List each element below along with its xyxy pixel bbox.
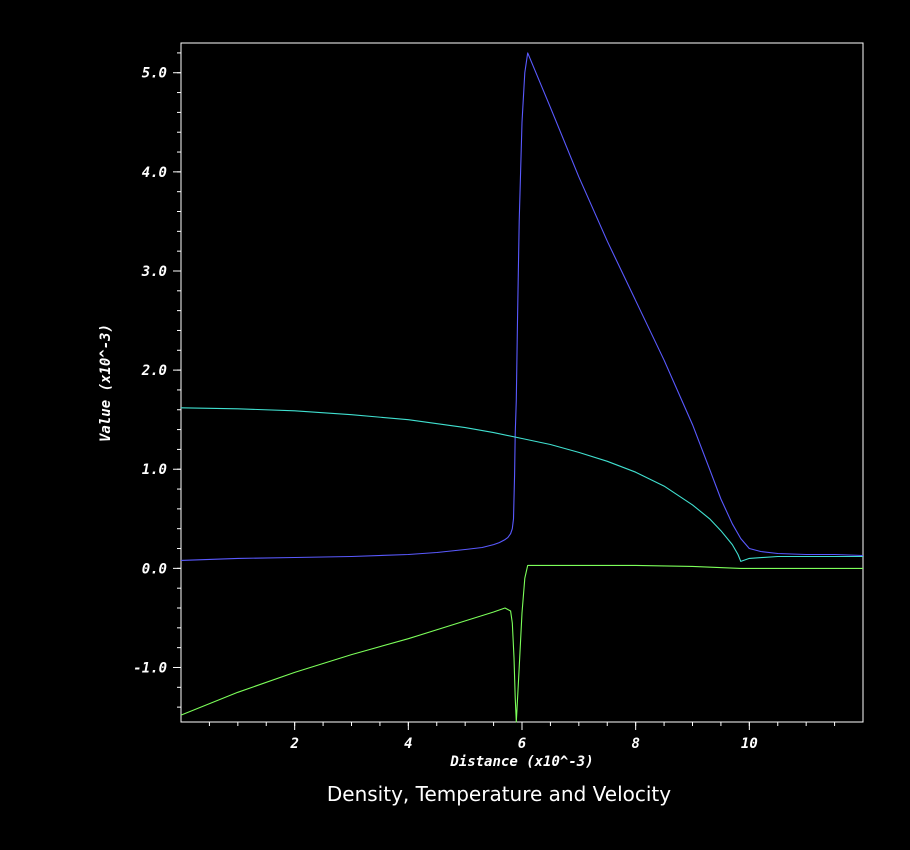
y-tick-label: 4.0 (142, 165, 167, 181)
y-axis-title: Value (x10^-3) (98, 324, 114, 442)
y-tick-label: 3.0 (141, 264, 167, 280)
x-tick-label: 6 (518, 736, 526, 752)
y-tick-label: -1.0 (133, 660, 167, 676)
y-tick-label: 1.0 (142, 462, 167, 478)
x-tick-label: 10 (741, 736, 758, 752)
x-tick-label: 8 (631, 736, 639, 752)
chart-caption: Density, Temperature and Velocity (326, 782, 672, 806)
y-tick-label: 0.0 (142, 561, 167, 577)
y-tick-label: 2.0 (141, 363, 167, 379)
series-line-3 (180, 564, 863, 723)
y-axis-ticks: -1.0 0.0 1.0 2.0 3.0 4.0 5.0 (133, 66, 181, 676)
x-axis-ticks: 2 4 6 8 10 (289, 722, 758, 752)
y-tick-label: 5.0 (142, 66, 167, 82)
x-axis-title: Distance (x10^-3) (449, 754, 593, 770)
series-line-1 (180, 52, 864, 561)
series-line-2 (180, 407, 863, 562)
series-group (180, 52, 864, 723)
x-tick-label: 2 (289, 736, 298, 752)
minor-ticks (177, 52, 836, 726)
x-tick-label: 4 (404, 736, 412, 752)
